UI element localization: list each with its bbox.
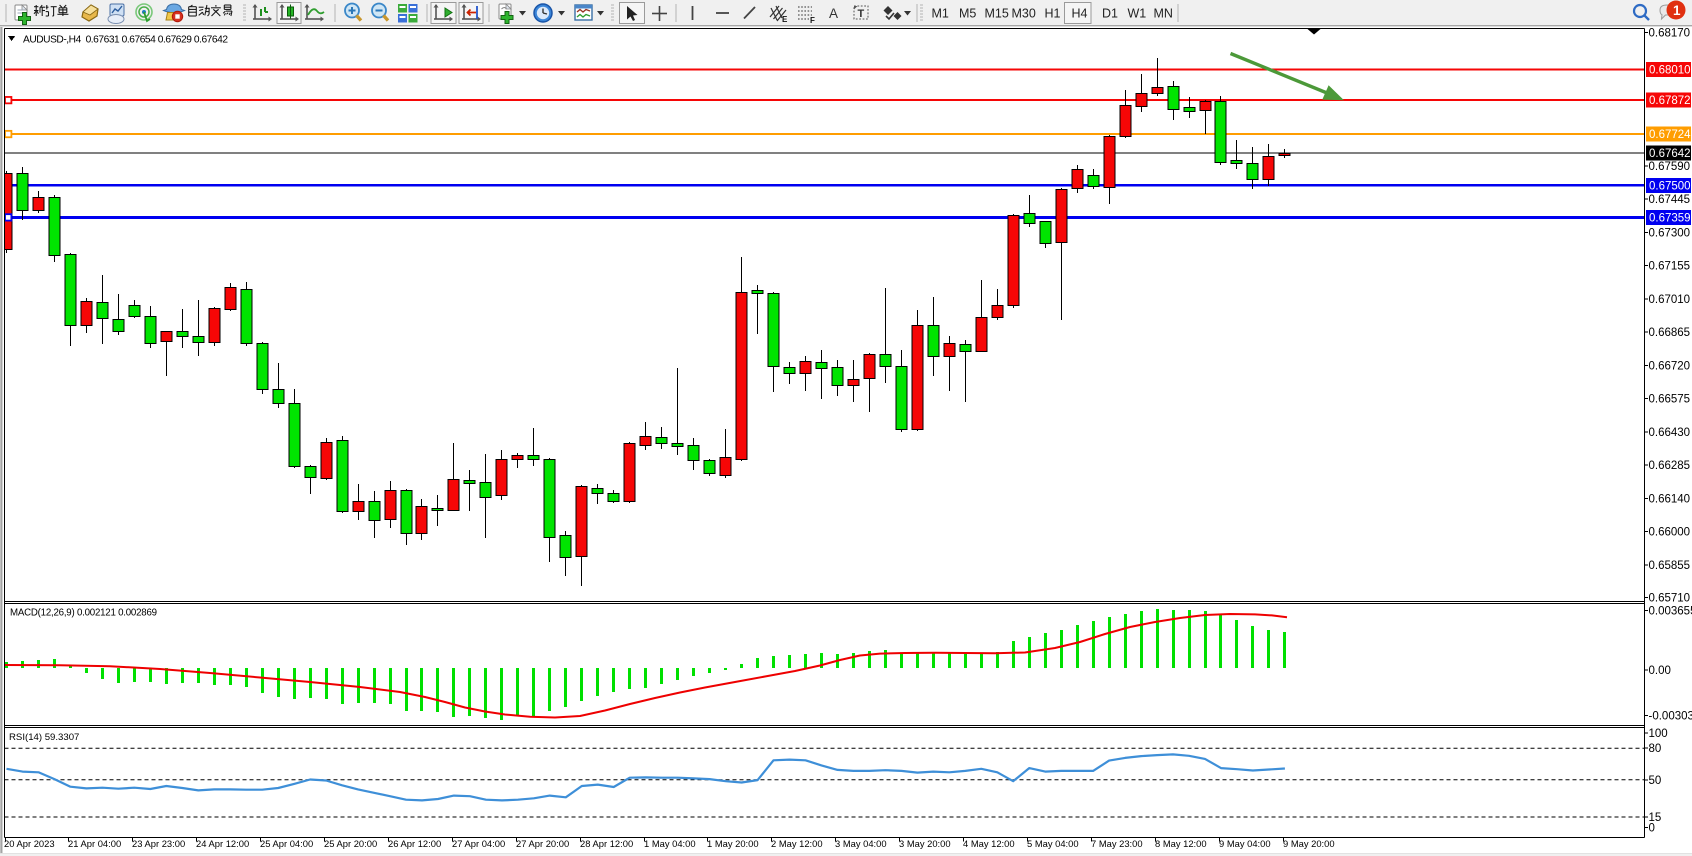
svg-text:MN: MN <box>1154 7 1173 21</box>
svg-text:F: F <box>810 16 815 25</box>
svg-text:20 Apr 2023: 20 Apr 2023 <box>4 838 55 849</box>
svg-text:0.66285: 0.66285 <box>1649 460 1691 472</box>
svg-text:0.66430: 0.66430 <box>1649 427 1691 439</box>
svg-text:0.003655: 0.003655 <box>1649 606 1692 618</box>
svg-text:W1: W1 <box>1128 7 1147 21</box>
svg-text:3 May 04:00: 3 May 04:00 <box>835 838 887 849</box>
svg-text:4 May 12:00: 4 May 12:00 <box>963 838 1015 849</box>
svg-text:1 May 20:00: 1 May 20:00 <box>707 838 759 849</box>
svg-text:0: 0 <box>1649 823 1655 835</box>
svg-text:23 Apr 23:00: 23 Apr 23:00 <box>132 838 185 849</box>
svg-text:E: E <box>782 15 788 24</box>
svg-text:M30: M30 <box>1012 7 1036 21</box>
svg-text:0.67359: 0.67359 <box>1649 213 1691 225</box>
svg-text:0.67155: 0.67155 <box>1649 261 1691 273</box>
svg-text:0.67010: 0.67010 <box>1649 294 1691 306</box>
svg-text:H4: H4 <box>1072 7 1088 21</box>
svg-text:RSI(14) 59.3307: RSI(14) 59.3307 <box>9 732 79 743</box>
svg-text:0.65710: 0.65710 <box>1649 593 1691 605</box>
svg-text:15: 15 <box>1649 812 1662 824</box>
svg-text:0.68170: 0.68170 <box>1649 28 1691 40</box>
svg-text:24 Apr 12:00: 24 Apr 12:00 <box>196 838 249 849</box>
svg-text:9 May 04:00: 9 May 04:00 <box>1219 838 1271 849</box>
svg-text:9 May 20:00: 9 May 20:00 <box>1283 838 1335 849</box>
svg-text:A: A <box>829 6 838 21</box>
svg-text:0.66000: 0.66000 <box>1649 527 1691 539</box>
svg-text:0.68010: 0.68010 <box>1649 64 1691 76</box>
svg-text:0.66140: 0.66140 <box>1649 493 1691 505</box>
svg-text:21 Apr 04:00: 21 Apr 04:00 <box>68 838 121 849</box>
svg-text:M15: M15 <box>985 7 1009 21</box>
svg-text:D1: D1 <box>1102 7 1118 21</box>
svg-text:0.66720: 0.66720 <box>1649 360 1691 372</box>
svg-text:MACD(12,26,9) 0.002121 0.00286: MACD(12,26,9) 0.002121 0.002869 <box>10 608 157 619</box>
svg-text:25 Apr 20:00: 25 Apr 20:00 <box>324 838 377 849</box>
svg-text:25 Apr 04:00: 25 Apr 04:00 <box>260 838 313 849</box>
svg-text:0.67872: 0.67872 <box>1649 95 1691 107</box>
svg-text:7 May 23:00: 7 May 23:00 <box>1091 838 1143 849</box>
svg-text:H1: H1 <box>1045 7 1061 21</box>
svg-text:AUDUSD-,H4 0.67631 0.67654 0.: AUDUSD-,H4 0.67631 0.67654 0.67629 0.676… <box>23 35 228 46</box>
svg-text:8 May 12:00: 8 May 12:00 <box>1155 838 1207 849</box>
svg-text:0.67724: 0.67724 <box>1649 129 1691 141</box>
svg-text:1 May 04:00: 1 May 04:00 <box>644 838 696 849</box>
svg-text:27 Apr 04:00: 27 Apr 04:00 <box>452 838 505 849</box>
svg-text:1: 1 <box>1673 3 1681 18</box>
svg-text:28 Apr 12:00: 28 Apr 12:00 <box>580 838 633 849</box>
svg-text:2 May 12:00: 2 May 12:00 <box>771 838 823 849</box>
svg-text:0.66575: 0.66575 <box>1649 394 1691 406</box>
svg-text:0.67500: 0.67500 <box>1649 181 1691 193</box>
svg-text:0.67590: 0.67590 <box>1649 161 1691 173</box>
svg-text:0.65855: 0.65855 <box>1649 560 1691 572</box>
svg-text:M5: M5 <box>959 7 976 21</box>
svg-text:5 May 04:00: 5 May 04:00 <box>1027 838 1079 849</box>
svg-text:27 Apr 20:00: 27 Apr 20:00 <box>516 838 569 849</box>
svg-text:100: 100 <box>1649 728 1668 740</box>
svg-text:0.66865: 0.66865 <box>1649 327 1691 339</box>
svg-text:0.67642: 0.67642 <box>1649 148 1691 160</box>
svg-text:50: 50 <box>1649 775 1662 787</box>
svg-text:26 Apr 12:00: 26 Apr 12:00 <box>388 838 441 849</box>
svg-text:3 May 20:00: 3 May 20:00 <box>899 838 951 849</box>
svg-text:0.67445: 0.67445 <box>1649 194 1691 206</box>
svg-text:-0.00303: -0.00303 <box>1649 711 1692 723</box>
svg-text:M1: M1 <box>932 7 949 21</box>
svg-text:80: 80 <box>1649 743 1662 755</box>
svg-text:T: T <box>858 8 865 20</box>
svg-text:0.00: 0.00 <box>1649 665 1671 677</box>
svg-text:0.67300: 0.67300 <box>1649 227 1691 239</box>
